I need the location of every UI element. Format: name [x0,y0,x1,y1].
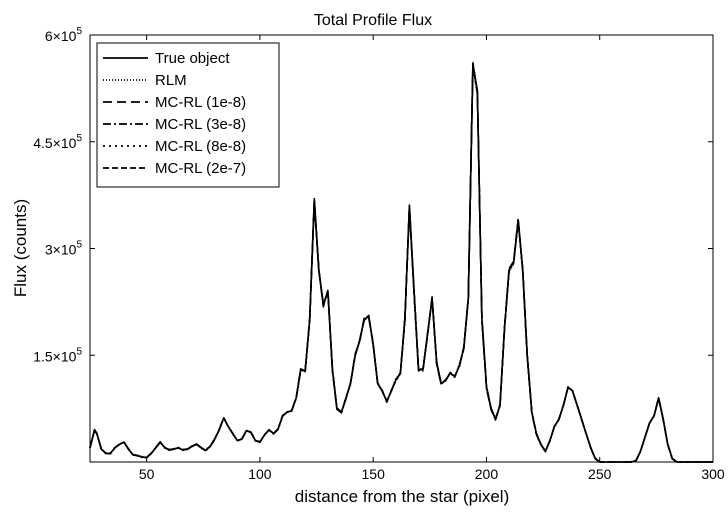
x-axis-label: distance from the star (pixel) [295,487,509,506]
legend-label: MC-RL (2e-7) [155,160,246,177]
legend-label: MC-RL (1e-8) [155,94,246,111]
y-axis-label: Flux (counts) [11,199,30,297]
x-tick-label: 300 [701,466,725,482]
legend-label: MC-RL (3e-8) [155,116,246,133]
chart-title: Total Profile Flux [314,12,432,29]
y-tick-label: 1.5×105 [33,346,82,364]
series-line [89,63,713,463]
x-tick-label: 150 [362,466,386,482]
y-tick-label: 3×105 [45,240,83,258]
series-layer [89,61,713,463]
legend-label: MC-RL (8e-8) [155,138,246,155]
x-tick-label: 50 [139,466,155,482]
legend-box [96,42,280,188]
y-tick-label: 4.5×105 [33,133,82,151]
legend: True object RLM MC-RL (1e-8) MC-RL (3e-8) MC… [96,42,280,188]
legend-label: RLM [155,72,187,89]
x-tick-label: 200 [475,466,499,482]
x-tick-label: 250 [588,466,612,482]
legend-label: True object [155,50,230,67]
y-tick-label: 6×105 [45,26,83,44]
x-tick-label: 100 [248,466,272,482]
ticks-layer: 50 100 150 200 250 300 1.5×105 3×105 4.5×105 6×10… [33,26,725,482]
series-line [89,61,713,463]
